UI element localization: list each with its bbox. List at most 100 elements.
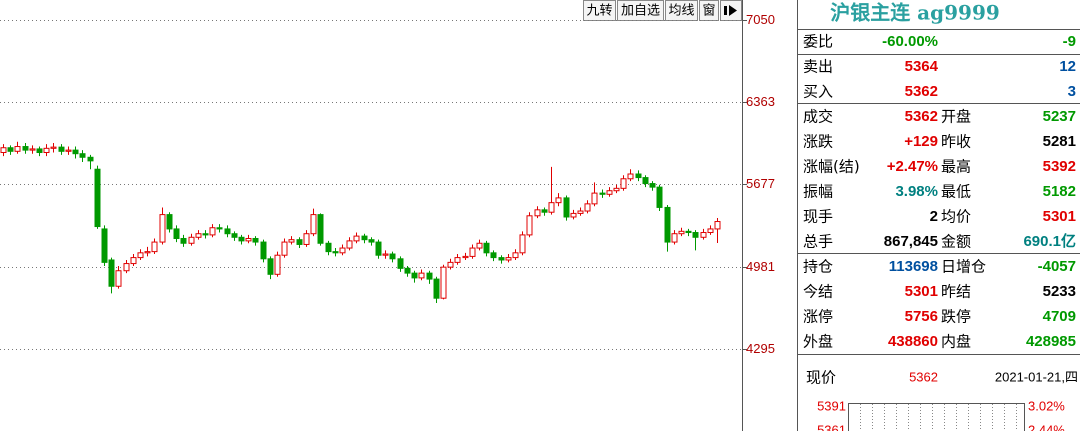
candle-body [526, 215, 533, 236]
toolbar-label[interactable]: 加自选 [621, 4, 660, 19]
candle-body [620, 178, 627, 189]
toolbar-label[interactable]: 窗 [702, 3, 715, 19]
candle-body [678, 230, 685, 235]
quote-value: +129 [904, 133, 938, 150]
candle-body [58, 146, 65, 152]
candle-body [389, 253, 396, 260]
quote-label: 昨结 [941, 283, 971, 301]
candle-body [584, 203, 591, 212]
candle-body [267, 258, 274, 275]
candle-body [692, 232, 699, 238]
candle-body [577, 210, 584, 214]
candle-body [137, 252, 144, 259]
candle-body [382, 253, 389, 256]
candle-body [310, 214, 317, 235]
candle-body [36, 148, 43, 154]
quote-value: 428985 [1026, 333, 1076, 350]
quote-value: 113698 [889, 258, 938, 275]
quote-value: 5362 [905, 108, 938, 125]
candle-body [534, 209, 541, 217]
quote-value: 3.98% [895, 183, 938, 200]
candle-body [613, 187, 620, 192]
candle-body [72, 149, 79, 155]
candle-body [591, 192, 598, 205]
arrow-bar [724, 6, 727, 15]
candle-body [29, 148, 36, 151]
candle-body [238, 236, 245, 242]
candle-body [649, 183, 656, 188]
candle-body [714, 221, 721, 230]
candle-body [224, 228, 231, 235]
candle-body [195, 233, 202, 238]
y-tick-label: 7050 [746, 12, 775, 27]
quote-value: 5364 [905, 58, 939, 75]
candle-body [606, 190, 613, 195]
candle-body [180, 237, 187, 244]
toolbar-arrow[interactable] [720, 0, 742, 21]
candle-body [397, 258, 404, 269]
toolbar-label[interactable]: 均线 [668, 4, 694, 19]
quote-label: 涨停 [803, 308, 833, 326]
candle-body [656, 186, 663, 208]
candle-body [440, 266, 447, 299]
quote-label: 最低 [941, 183, 971, 201]
candle-body [130, 257, 137, 265]
candle-body [700, 232, 707, 238]
quote-label: 开盘 [941, 108, 971, 126]
quote-label: 昨收 [941, 133, 971, 151]
quote-label: 振幅 [803, 183, 833, 201]
candle-body [94, 168, 101, 228]
quote-value: 5182 [1043, 183, 1076, 200]
candle-body [635, 173, 642, 179]
quote-label: 均价 [941, 208, 971, 226]
candle-body [570, 212, 577, 218]
candle-body [325, 242, 332, 253]
quote-label: 涨跌 [803, 133, 833, 151]
candle-body [685, 230, 692, 234]
quote-value: 5233 [1043, 283, 1076, 300]
candle-body [563, 197, 570, 218]
candle-body [642, 177, 649, 185]
quote-value: 5392 [1043, 158, 1076, 175]
toolbar-label[interactable]: 九转 [586, 4, 612, 19]
candle-body [216, 227, 223, 230]
candle-body [159, 214, 166, 243]
quote-value: -9 [1063, 33, 1076, 50]
footer-price: 5362 [909, 369, 938, 384]
quote-value: 12 [1059, 58, 1076, 75]
candle-body [43, 147, 50, 154]
candle-body [483, 242, 490, 254]
candle-body [260, 241, 267, 260]
candle-body [368, 239, 375, 243]
candle-body [332, 251, 339, 254]
candle-body [202, 233, 209, 236]
quote-label: 卖出 [803, 58, 833, 76]
toolbar-button[interactable] [583, 0, 616, 21]
candle-body [433, 278, 440, 299]
quote-label: 日增仓 [941, 258, 986, 276]
candle-body [317, 214, 324, 244]
candle-body [108, 259, 115, 287]
candle-body [288, 239, 295, 243]
candle-body [671, 233, 678, 243]
quote-value: 5362 [905, 83, 938, 100]
candle-body [505, 257, 512, 261]
candle-body [173, 228, 180, 239]
y-tick-label: 6363 [746, 94, 775, 109]
candle-body [519, 234, 526, 254]
candle-body [79, 153, 86, 158]
candle-body [252, 237, 259, 243]
candle-body [151, 241, 158, 253]
candle-body [548, 202, 555, 213]
candle-body [353, 235, 360, 242]
candle-body [274, 254, 281, 275]
quote-label: 总手 [803, 233, 833, 251]
candle-body [498, 257, 505, 261]
toolbar-button[interactable] [665, 0, 698, 21]
mini-right-label: 2.44% [1028, 422, 1065, 431]
candle-body [469, 247, 476, 257]
quote-label: 成交 [803, 108, 833, 126]
quote-value: 867,845 [884, 233, 938, 250]
quote-value: +2.47% [887, 158, 938, 175]
